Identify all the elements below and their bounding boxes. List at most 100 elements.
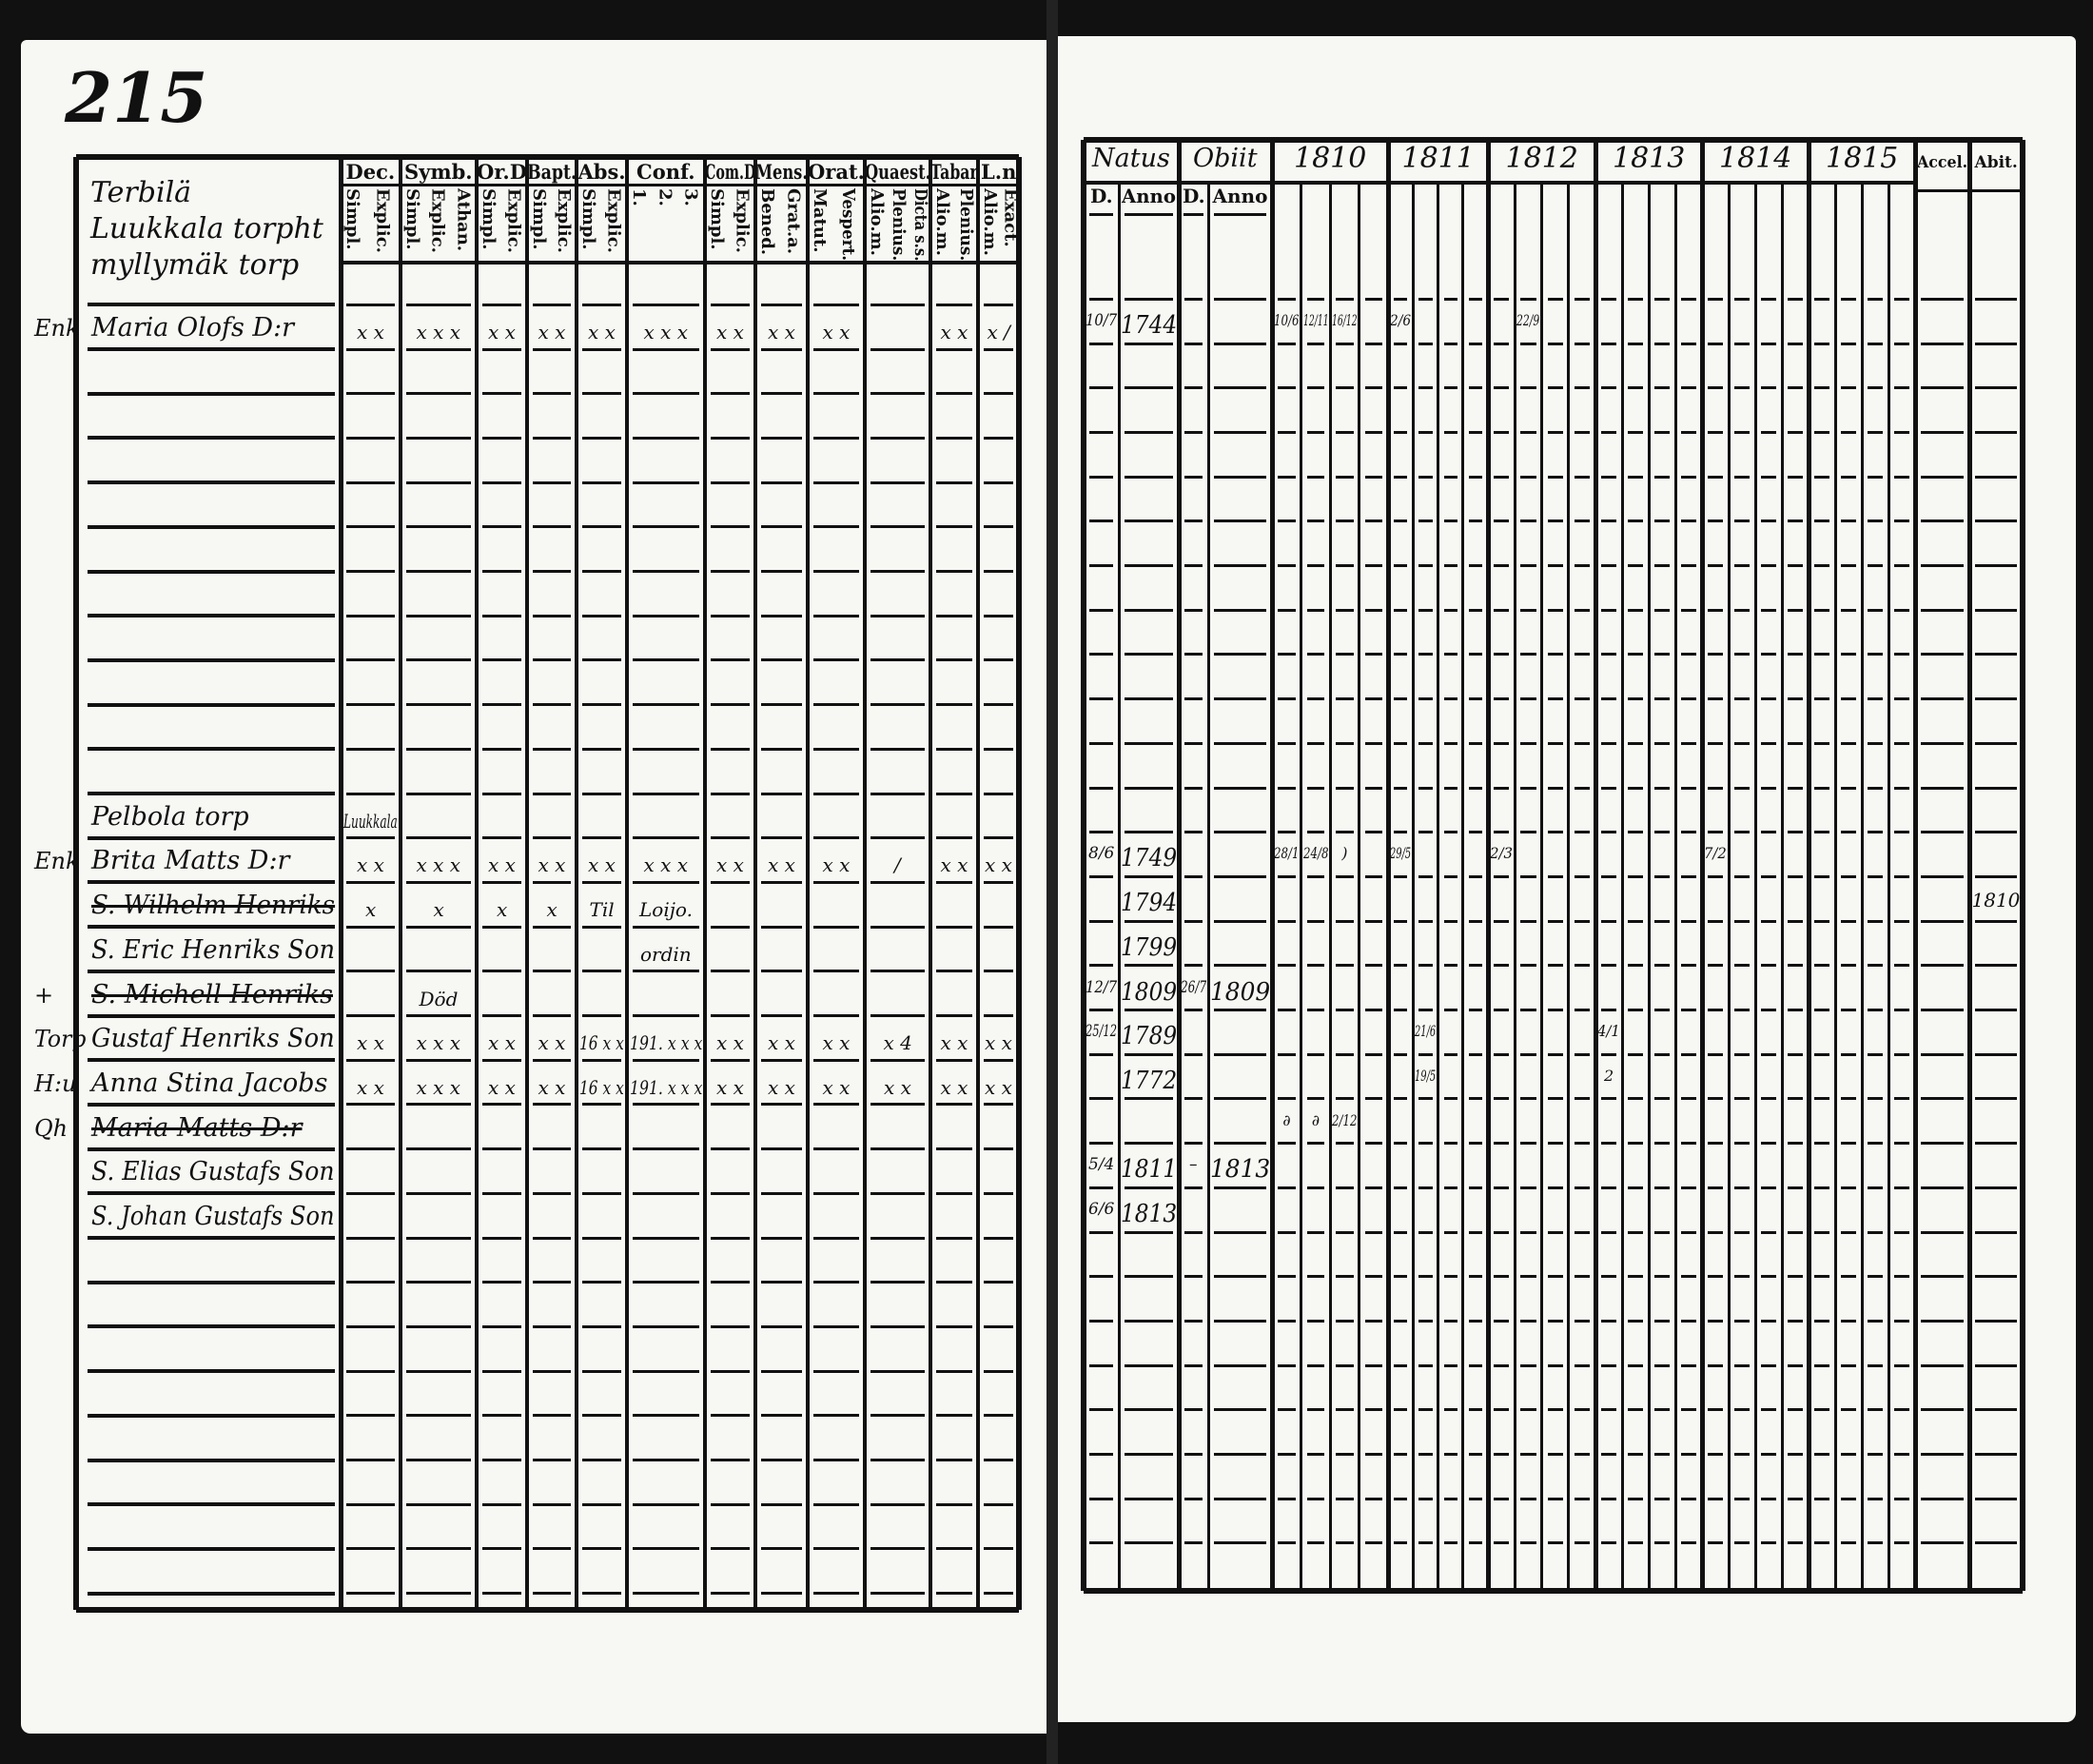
row-rule: [711, 836, 750, 840]
row-rule: [1443, 1142, 1457, 1146]
row-rule: [1394, 874, 1408, 878]
row-rule: [813, 1324, 859, 1328]
row-rule: [1761, 1275, 1776, 1279]
column-rule: [1328, 183, 1332, 1591]
catechism-mark: 16 x x: [579, 1075, 624, 1099]
row-rule: [984, 392, 1013, 396]
row-rule: [1788, 475, 1803, 479]
row-rule: [482, 1324, 521, 1328]
row-rule: [1468, 386, 1482, 390]
row-rule: [1975, 1363, 2017, 1367]
communion-date: 29/5: [1390, 844, 1412, 863]
row-rule: [1418, 653, 1433, 657]
column-subheader: Athan.: [453, 188, 474, 252]
row-rule: [346, 1414, 395, 1418]
row-rule: [1654, 741, 1670, 745]
row-rule: [1494, 874, 1510, 878]
row-rule: [582, 1324, 621, 1328]
departure-year: 1810: [1971, 889, 2021, 912]
row-rule: [88, 1413, 335, 1418]
row-rule: [1468, 1052, 1482, 1056]
communion-date: 12/11: [1302, 311, 1329, 329]
row-rule: [1394, 653, 1408, 657]
person-name: S. Johan Gustafs Son: [91, 1202, 335, 1231]
row-rule: [1601, 741, 1616, 745]
row-rule: [582, 392, 621, 396]
row-rule: [633, 1147, 699, 1151]
row-rule: [1841, 653, 1856, 657]
row-rule: [346, 1592, 395, 1596]
row-rule: [1628, 1453, 1643, 1456]
row-rule: [88, 1458, 335, 1462]
row-rule: [1089, 475, 1113, 479]
row-rule: [1975, 1097, 2017, 1101]
row-rule: [1654, 1230, 1670, 1234]
row-rule: [711, 1547, 750, 1551]
row-rule: [1734, 1319, 1750, 1323]
row-rule: [1708, 1275, 1723, 1279]
row-rule: [1418, 1052, 1433, 1056]
row-rule: [1868, 1052, 1883, 1056]
person-name: Brita Matts D:r: [91, 846, 290, 876]
row-rule: [1708, 1453, 1723, 1456]
row-rule: [1394, 1052, 1408, 1056]
row-rule: [1394, 697, 1408, 701]
row-rule: [711, 747, 750, 751]
row-rule: [1921, 519, 1964, 523]
row-rule: [1443, 1319, 1457, 1323]
row-rule: [1894, 1009, 1909, 1011]
column-subheader: Alio.m.: [867, 188, 887, 256]
row-rule: [1547, 1319, 1563, 1323]
row-rule: [533, 747, 571, 751]
row-rule: [1089, 1319, 1113, 1323]
row-rule: [1306, 653, 1324, 657]
communion-date: 22/9: [1516, 311, 1540, 329]
row-rule: [1125, 653, 1173, 657]
column-rule: [1540, 183, 1543, 1591]
row-rule: [88, 1280, 335, 1284]
row-rule: [533, 1281, 571, 1284]
row-rule: [406, 392, 471, 396]
row-rule: [1601, 1363, 1616, 1367]
catechism-mark: x x: [488, 853, 516, 877]
row-rule: [1364, 1541, 1382, 1545]
column-subheader: Simpl.: [402, 188, 422, 250]
row-rule: [633, 1369, 699, 1373]
row-rule: [1708, 653, 1723, 657]
row-rule: [406, 1147, 471, 1151]
row-rule: [1841, 519, 1856, 523]
row-rule: [1336, 1408, 1354, 1412]
row-rule: [1184, 697, 1203, 701]
row-rule: [582, 436, 621, 440]
row-rule: [1975, 919, 2017, 923]
row-rule: [482, 614, 521, 617]
row-rule: [1336, 1097, 1354, 1101]
row-rule: [341, 261, 1019, 265]
row-rule: [1468, 1275, 1482, 1279]
row-rule: [1494, 608, 1510, 612]
column-rule: [1593, 140, 1598, 1591]
row-rule: [1814, 475, 1829, 479]
communion-date: ∂: [1311, 1110, 1320, 1129]
catechism-mark: Död: [419, 987, 459, 1010]
row-rule: [1520, 874, 1536, 878]
row-rule: [1306, 564, 1324, 567]
accel-header: Accel.: [1917, 153, 1968, 172]
row-rule: [1336, 430, 1354, 434]
row-rule: [1628, 1142, 1643, 1146]
row-rule: [582, 1547, 621, 1551]
row-rule: [88, 1324, 335, 1329]
row-prefix: Enk: [34, 848, 80, 875]
row-rule: [813, 925, 859, 929]
row-rule: [1125, 1453, 1173, 1456]
row-prefix: Torp: [34, 1026, 87, 1053]
row-rule: [1681, 297, 1696, 301]
year-header: 1814: [1719, 142, 1792, 175]
row-rule: [1681, 653, 1696, 657]
column-rule: [525, 157, 529, 1610]
row-rule: [1364, 1097, 1382, 1101]
row-rule: [406, 1058, 471, 1062]
row-rule: [1520, 919, 1536, 923]
row-rule: [406, 570, 471, 573]
column-rule: [1753, 183, 1757, 1591]
